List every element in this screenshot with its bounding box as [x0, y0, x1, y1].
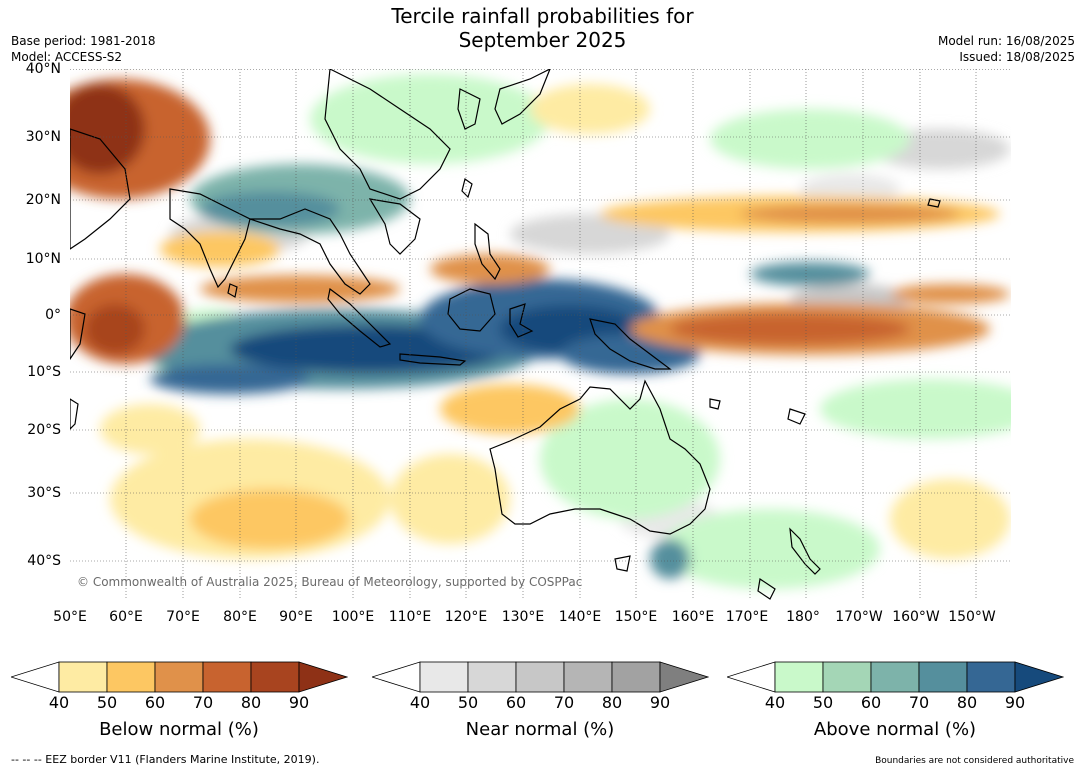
lon-label: 110°E — [388, 609, 432, 625]
tick-label: 40 — [409, 693, 431, 712]
title-line-2: September 2025 — [458, 28, 627, 52]
lon-label: 180° — [786, 609, 820, 625]
tick-label: 90 — [649, 693, 671, 712]
colorbar-title-below: Below normal (%) — [99, 719, 259, 740]
lat-label: 20°N — [25, 192, 61, 208]
tick-label: 70 — [192, 693, 214, 712]
colorbar-segment — [774, 661, 824, 693]
lon-label: 160°W — [892, 609, 940, 625]
tick-label: 80 — [601, 693, 623, 712]
colorbar-segment — [966, 661, 1016, 693]
lat-label: 40°S — [27, 553, 61, 569]
tick-label: 40 — [764, 693, 786, 712]
graticule — [70, 69, 1011, 600]
tick-label: 70 — [553, 693, 575, 712]
model-name-text: Model: ACCESS-S2 — [11, 50, 123, 64]
colorbar-segment — [918, 661, 968, 693]
colorbar-segment — [611, 661, 661, 693]
tick-label: 60 — [860, 693, 882, 712]
colorbar-upper-extension — [659, 661, 709, 693]
tick-label: 90 — [1004, 693, 1026, 712]
chart-title: Tercile rainfall probabilities for Septe… — [0, 4, 1085, 52]
colorbar-upper-extension — [298, 661, 348, 693]
lat-label: 30°N — [25, 129, 61, 145]
colorbar-lower-extension — [11, 661, 60, 693]
tick-label: 80 — [956, 693, 978, 712]
lon-label: 140°E — [558, 609, 602, 625]
colorbar-title-above: Above normal (%) — [813, 719, 977, 740]
colorbar-lower-extension — [372, 661, 421, 693]
map-canvas — [70, 69, 1011, 600]
model-run-text: Model run: 16/08/2025 — [937, 34, 1075, 48]
tick-label: 60 — [505, 693, 527, 712]
lon-label: 170°W — [835, 609, 883, 625]
colorbar-segment — [467, 661, 517, 693]
lat-label: 20°S — [27, 422, 61, 438]
tick-label: 50 — [96, 693, 118, 712]
lon-label: 80°E — [223, 609, 257, 625]
lon-label: 90°E — [279, 609, 313, 625]
colorbar-segment — [419, 661, 469, 693]
lon-label: 60°E — [109, 609, 143, 625]
colorbar-segment — [515, 661, 565, 693]
colorbar-above-normal — [727, 661, 1064, 693]
lon-label: 170°E — [725, 609, 769, 625]
colorbar-segment — [106, 661, 156, 693]
tick-label: 50 — [812, 693, 834, 712]
run-info: Model run: 16/08/2025 Issued: 18/08/2025 — [938, 33, 1075, 65]
colorbar-below-normal — [11, 661, 348, 693]
tick-label: 40 — [48, 693, 70, 712]
base-period-text: Base period: 1981-2018 — [11, 34, 156, 48]
lon-label: 70°E — [166, 609, 200, 625]
lon-label: 160°E — [671, 609, 715, 625]
lon-label: 150°E — [614, 609, 658, 625]
boundary-disclaimer: Boundaries are not considered authoritat… — [875, 756, 1074, 766]
model-info: Base period: 1981-2018 Model: ACCESS-S2 — [11, 33, 156, 65]
tick-label: 80 — [240, 693, 262, 712]
colorbar-segment — [250, 661, 300, 693]
tick-label: 90 — [288, 693, 310, 712]
colorbar-segment — [58, 661, 108, 693]
probability-fields — [70, 74, 1011, 589]
lon-label: 120°E — [444, 609, 488, 625]
eez-border-note: -- -- -- EEZ border V11 (Flanders Marine… — [11, 753, 320, 766]
lon-label: 130°E — [501, 609, 545, 625]
lon-label: 150°W — [948, 609, 996, 625]
colorbar-segment — [822, 661, 872, 693]
tick-label: 60 — [144, 693, 166, 712]
lat-label: 0° — [45, 307, 61, 323]
rainfall-map — [70, 69, 1011, 600]
lat-label: 10°S — [27, 364, 61, 380]
lon-label: 50°E — [53, 609, 87, 625]
colorbar-near-normal — [372, 661, 709, 693]
colorbar-segment — [563, 661, 613, 693]
colorbar-title-near: Near normal (%) — [465, 719, 615, 740]
issued-date-text: Issued: 18/08/2025 — [959, 50, 1075, 64]
lat-label: 10°N — [25, 251, 61, 267]
tick-label: 70 — [908, 693, 930, 712]
colorbar-upper-extension — [1014, 661, 1064, 693]
title-line-1: Tercile rainfall probabilities for — [391, 4, 694, 28]
tick-label: 50 — [457, 693, 479, 712]
lat-label: 30°S — [27, 485, 61, 501]
colorbar-segment — [154, 661, 204, 693]
colorbar-lower-extension — [727, 661, 776, 693]
copyright-notice: © Commonwealth of Australia 2025, Bureau… — [77, 575, 583, 589]
colorbar-segment — [202, 661, 252, 693]
colorbar-segment — [870, 661, 920, 693]
lat-label: 40°N — [25, 61, 61, 77]
lon-label: 100°E — [331, 609, 375, 625]
coastlines — [70, 69, 941, 600]
